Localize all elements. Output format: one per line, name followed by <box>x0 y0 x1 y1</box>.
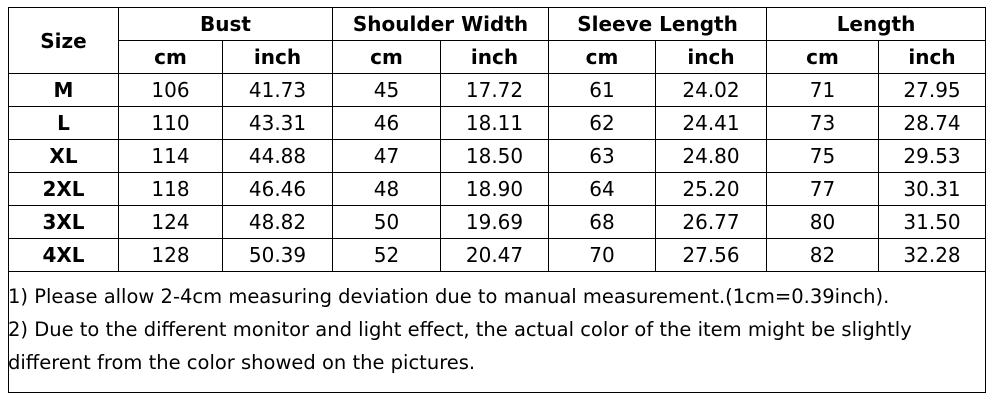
size-label: L <box>8 106 119 140</box>
size-label: 4XL <box>8 238 119 272</box>
measurement: 20.47 <box>440 238 550 272</box>
measurement: 118 <box>118 172 223 206</box>
unit-header: inch <box>655 40 768 74</box>
unit-row: cm inch cm inch cm inch cm inch <box>9 40 987 74</box>
unit-header: cm <box>332 40 442 74</box>
measurement: 128 <box>118 238 223 272</box>
measurement: 82 <box>766 238 880 272</box>
measurement: 26.77 <box>655 205 768 239</box>
measurement: 47 <box>332 139 442 173</box>
measurement: 24.02 <box>655 73 768 107</box>
measurement: 43.31 <box>221 106 334 140</box>
unit-header: cm <box>118 40 223 74</box>
unit-header: cm <box>766 40 880 74</box>
measurement: 24.80 <box>655 139 768 173</box>
size-row: XL 114 44.88 47 18.50 63 24.80 75 29.53 <box>8 139 987 173</box>
measurement: 124 <box>118 205 223 239</box>
note: 1) Please allow 2-4cm measuring deviatio… <box>8 285 890 308</box>
group-header: Shoulder Width <box>332 7 550 41</box>
measurement: 30.31 <box>878 172 987 206</box>
measurement: 73 <box>766 106 880 140</box>
measurement: 18.11 <box>440 106 550 140</box>
measurement: 17.72 <box>440 73 550 107</box>
measurement: 110 <box>118 106 223 140</box>
size-row: 3XL 124 48.82 50 19.69 68 26.77 80 31.50 <box>8 205 987 239</box>
measurement: 50 <box>332 205 442 239</box>
size-chart: Size Bust Shoulder Width Sleeve Length Lengt… <box>8 7 987 393</box>
header-row: Size Bust Shoulder Width Sleeve Length Lengt… <box>8 7 987 74</box>
measurement: 80 <box>766 205 880 239</box>
size-label: M <box>8 73 119 107</box>
group-header: Sleeve Length <box>548 7 768 41</box>
group-header: Length <box>766 7 987 41</box>
measurement: 24.41 <box>655 106 768 140</box>
measurement: 114 <box>118 139 223 173</box>
size-label: 2XL <box>8 172 119 206</box>
measurement: 44.88 <box>221 139 334 173</box>
measurement: 77 <box>766 172 880 206</box>
measurement: 29.53 <box>878 139 987 173</box>
measurement: 32.28 <box>878 238 987 272</box>
size-row: 2XL 118 46.46 48 18.90 64 25.20 77 30.31 <box>8 172 987 206</box>
measurement: 70 <box>548 238 657 272</box>
measurement: 52 <box>332 238 442 272</box>
size-label: XL <box>8 139 119 173</box>
measurement: 61 <box>548 73 657 107</box>
measurement: 106 <box>118 73 223 107</box>
measurement: 19.69 <box>440 205 550 239</box>
measurement: 62 <box>548 106 657 140</box>
measurement: 46 <box>332 106 442 140</box>
measurement: 27.95 <box>878 73 987 107</box>
unit-header: inch <box>221 40 334 74</box>
measurement: 64 <box>548 172 657 206</box>
unit-header: inch <box>440 40 550 74</box>
size-table: Size Bust Shoulder Width Sleeve Length Lengt… <box>8 7 987 272</box>
measurement: 71 <box>766 73 880 107</box>
measurement: 18.90 <box>440 172 550 206</box>
measurement: 31.50 <box>878 205 987 239</box>
size-row: M 106 41.73 45 17.72 61 24.02 71 27.95 <box>8 73 987 107</box>
measurement: 25.20 <box>655 172 768 206</box>
unit-header: cm <box>548 40 657 74</box>
measurement: 75 <box>766 139 880 173</box>
note: 2) Due to the different monitor and ligh… <box>8 318 912 374</box>
size-header: Size <box>8 7 119 74</box>
size-label: 3XL <box>8 205 119 239</box>
measurement: 46.46 <box>221 172 334 206</box>
group-header: Bust <box>117 7 334 41</box>
size-row: L 110 43.31 46 18.11 62 24.41 73 28.74 <box>8 106 987 140</box>
measurement: 28.74 <box>878 106 987 140</box>
measurement: 48 <box>332 172 442 206</box>
unit-header: inch <box>878 40 987 74</box>
size-row: 4XL 128 50.39 52 20.47 70 27.56 82 32.28 <box>8 238 987 272</box>
measurement: 50.39 <box>221 238 334 272</box>
measurement: 18.50 <box>440 139 550 173</box>
notes: 1) Please allow 2-4cm measuring deviatio… <box>8 270 968 379</box>
measurement: 68 <box>548 205 657 239</box>
measurement: 27.56 <box>655 238 768 272</box>
measurement: 63 <box>548 139 657 173</box>
measurement: 48.82 <box>221 205 334 239</box>
measurement: 45 <box>332 73 442 107</box>
measurement: 41.73 <box>221 73 334 107</box>
